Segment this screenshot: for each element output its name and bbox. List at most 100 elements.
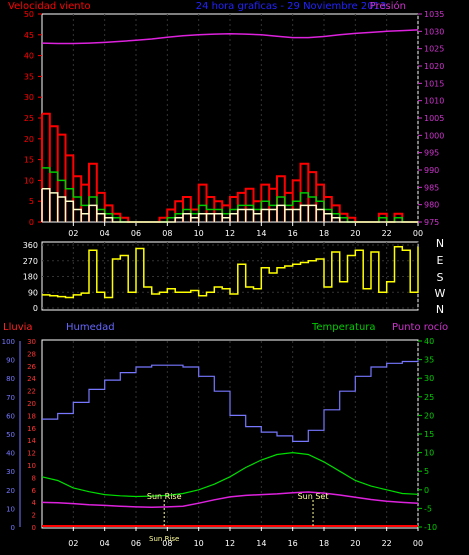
x-tick-label: 16 <box>288 229 298 238</box>
x-tick-label: 00 <box>413 229 423 238</box>
pressure-tick-label: 1025 <box>424 45 444 54</box>
pressure-series <box>41 29 419 45</box>
pressure-label: Presión <box>370 0 406 12</box>
pressure-tick-label: 975 <box>424 218 439 227</box>
dew-point-series <box>41 491 419 509</box>
rain-tick-label: 2 <box>32 512 36 520</box>
humidity-tick-label: 90 <box>6 357 15 365</box>
direction-tick-label: 90 <box>28 288 38 297</box>
temperature-tick-label: -5 <box>424 504 432 513</box>
chart-title: 24 hora graficas - 29 Noviembre 2013 <box>196 1 387 12</box>
rain-tick-label: 30 <box>27 338 36 346</box>
rain-tick-label: 24 <box>27 375 36 383</box>
wind-speed-tick-label: 40 <box>24 52 34 61</box>
temperature-tick-label: 40 <box>424 337 434 346</box>
pressure-tick-label: 1015 <box>424 79 444 88</box>
wind-speed-tick-label: 5 <box>29 197 34 206</box>
humidity-tick-label: 40 <box>6 450 15 458</box>
pressure-tick-label: 1005 <box>424 114 444 123</box>
x-tick-label: 00 <box>413 539 423 548</box>
x-tick-label: 18 <box>319 229 329 238</box>
compass-label: N <box>436 303 444 316</box>
temperature-label: Temperatura <box>311 322 376 333</box>
temperature-tick-label: 0 <box>424 486 429 495</box>
rain-tick-label: 4 <box>32 499 37 507</box>
x-tick-label: 02 <box>68 229 78 238</box>
x-tick-label: 02 <box>68 539 78 548</box>
pressure-tick-label: 1035 <box>424 10 444 19</box>
x-tick-label: 08 <box>162 539 172 548</box>
pressure-tick-label: 980 <box>424 201 439 210</box>
wind-speed-tick-label: 25 <box>24 114 34 123</box>
humidity-tick-label: 30 <box>6 468 15 476</box>
x-tick-label: 16 <box>288 539 298 548</box>
wind-speed-series <box>41 187 418 223</box>
humidity-tick-label: 20 <box>6 487 15 495</box>
humidity-tick-label: 100 <box>2 338 15 346</box>
rain-tick-label: 22 <box>27 388 36 396</box>
wind-speed-tick-label: 45 <box>24 31 34 40</box>
direction-tick-label: 360 <box>23 241 38 250</box>
temperature-tick-label: 25 <box>424 393 434 402</box>
sunrise-bottom-label: Sun Rise <box>149 535 179 543</box>
temperature-tick-label: 10 <box>424 449 434 458</box>
pressure-tick-label: 1030 <box>424 27 444 36</box>
temperature-tick-label: 30 <box>424 374 434 383</box>
wind-direction-series <box>42 246 419 299</box>
rain-tick-label: 12 <box>27 450 36 458</box>
rain-tick-label: 20 <box>27 400 36 408</box>
x-tick-label: 12 <box>225 229 235 238</box>
rain-tick-label: 16 <box>27 425 36 433</box>
temperature-tick-label: 5 <box>424 467 429 476</box>
x-tick-label: 22 <box>382 229 392 238</box>
x-tick-label: 14 <box>256 539 266 548</box>
x-tick-label: 22 <box>382 539 392 548</box>
humidity-tick-label: 50 <box>6 431 15 439</box>
x-tick-label: 18 <box>319 539 329 548</box>
compass-label: E <box>437 254 444 267</box>
wind-speed-tick-label: 50 <box>24 10 34 19</box>
direction-tick-label: 270 <box>23 257 38 266</box>
compass-label: W <box>435 287 446 300</box>
direction-tick-label: 0 <box>33 304 38 313</box>
pressure-tick-label: 1010 <box>424 97 444 106</box>
sunset-label: Sun Set <box>298 492 329 501</box>
rain-tick-label: 14 <box>27 437 36 445</box>
x-tick-label: 20 <box>350 229 360 238</box>
x-tick-label: 10 <box>194 539 204 548</box>
humidity-series <box>42 359 419 442</box>
humidity-tick-label: 0 <box>11 524 15 532</box>
pressure-tick-label: 995 <box>424 149 439 158</box>
rain-tick-label: 0 <box>32 524 36 532</box>
compass-label: N <box>436 237 444 250</box>
wind-speed-tick-label: 35 <box>24 72 34 81</box>
humidity-tick-label: 80 <box>6 375 15 383</box>
wind-pressure-panel: Velocidad viento 24 hora graficas - 29 N… <box>8 0 444 238</box>
rain-tick-label: 8 <box>32 474 36 482</box>
dew-point-label: Punto rocío <box>392 321 448 333</box>
rain-tick-label: 26 <box>27 363 36 371</box>
wind-speed-tick-label: 15 <box>24 156 34 165</box>
rain-tick-label: 6 <box>32 487 37 495</box>
humidity-label: Humedad <box>66 322 115 333</box>
pressure-tick-label: 1000 <box>424 131 444 140</box>
pressure-tick-label: 985 <box>424 183 439 192</box>
rain-humidity-temperature-panel: Lluvia Humedad Temperatura Punto rocío 0… <box>2 321 449 548</box>
temperature-series <box>41 451 419 498</box>
x-tick-label: 10 <box>194 229 204 238</box>
rain-tick-label: 18 <box>27 412 36 420</box>
direction-tick-label: 180 <box>23 273 38 282</box>
wind-speed-tick-label: 30 <box>24 93 34 102</box>
temperature-tick-label: 20 <box>424 411 434 420</box>
rain-label: Lluvia <box>3 322 33 333</box>
temperature-tick-label: 35 <box>424 356 434 365</box>
pressure-tick-label: 990 <box>424 166 439 175</box>
wind-speed-tick-label: 10 <box>24 176 34 185</box>
x-tick-label: 06 <box>131 539 141 548</box>
x-tick-label: 08 <box>162 229 172 238</box>
wind-speed-tick-label: 20 <box>24 135 34 144</box>
rain-tick-label: 28 <box>27 350 36 358</box>
x-tick-label: 04 <box>100 229 110 238</box>
